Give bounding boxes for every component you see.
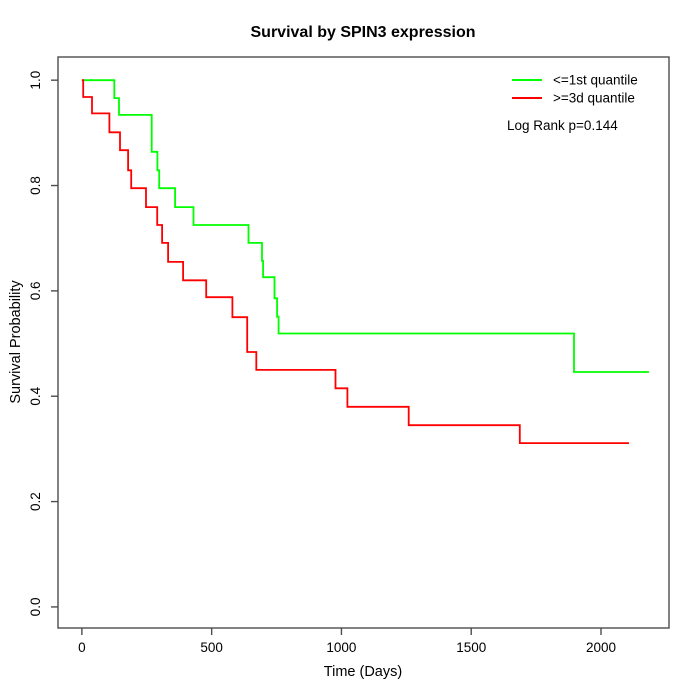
plot-border-box: [57, 56, 670, 629]
x-axis-label: Time (Days): [324, 664, 402, 680]
chart-title: Survival by SPIN3 expression: [251, 24, 476, 41]
legend-label-3d-quantile: >=3d quantile: [553, 91, 635, 106]
legend: <=1st quantile >=3d quantile Log Rank p=…: [507, 73, 638, 134]
y-tick-label: 0.4: [28, 386, 43, 405]
y-tick-label: 1.0: [28, 71, 43, 90]
survival-curve-green: [81, 79, 649, 373]
y-axis-label: Survival Probability: [8, 280, 24, 404]
y-tick-label: 0.8: [28, 176, 43, 195]
x-tick-label: 1000: [326, 640, 356, 655]
log-rank-annotation: Log Rank p=0.144: [507, 118, 618, 133]
y-tick-label: 0.6: [28, 281, 43, 300]
axis-ticks-layer: 0 500 1000 1500 2000 0.0 0.2 0.4 0.6 0.8 1.0: [28, 71, 616, 655]
y-tick-label: 0.0: [28, 598, 43, 617]
x-tick-label: 1500: [456, 640, 486, 655]
x-tick-label: 0: [78, 640, 86, 655]
legend-label-1st-quantile: <=1st quantile: [553, 73, 638, 88]
survival-curve-red: [81, 79, 629, 444]
x-tick-label: 2000: [586, 640, 616, 655]
y-tick-label: 0.2: [28, 492, 43, 511]
x-tick-label: 500: [200, 640, 223, 655]
survival-curves-layer: [81, 79, 649, 444]
